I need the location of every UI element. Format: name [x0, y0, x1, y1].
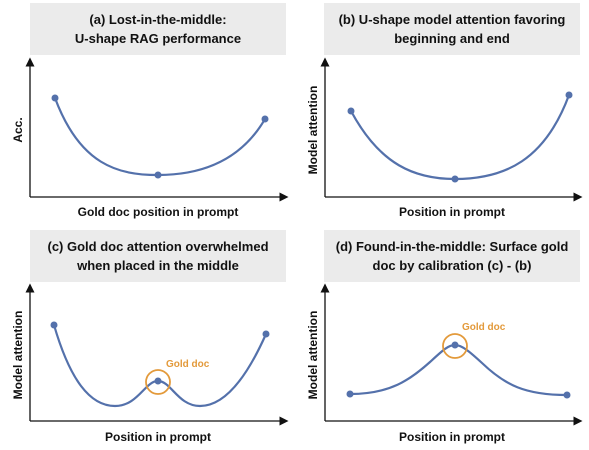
- panel-title: U-shape RAG performance: [75, 31, 241, 46]
- y-label: Model attention: [306, 311, 320, 400]
- title-box: [324, 3, 580, 55]
- y-label: Acc.: [11, 117, 25, 142]
- panel-b: (b) U-shape model attention favoring beg…: [306, 3, 583, 219]
- y-label: Model attention: [306, 86, 320, 175]
- point: [154, 171, 162, 179]
- panel-title: (d) Found-in-the-middle: Surface gold: [336, 239, 569, 254]
- curve: [350, 94, 571, 181]
- point: [261, 115, 269, 123]
- point: [347, 107, 355, 115]
- title-box: [324, 230, 580, 282]
- title-box: [30, 3, 286, 55]
- point: [451, 175, 459, 183]
- point: [154, 377, 162, 385]
- panel-title: (a) Lost-in-the-middle:: [89, 12, 226, 27]
- x-label: Gold doc position in prompt: [78, 205, 239, 219]
- highlight-ring: [145, 369, 171, 395]
- point: [51, 94, 59, 102]
- x-label: Position in prompt: [399, 430, 505, 444]
- point: [451, 341, 459, 349]
- point: [346, 390, 354, 398]
- point: [565, 91, 573, 99]
- point: [563, 391, 571, 399]
- y-label: Model attention: [11, 311, 25, 400]
- annotation: Gold doc: [166, 359, 210, 370]
- point: [262, 330, 270, 338]
- title-box: [30, 230, 286, 282]
- highlight-ring: [442, 333, 468, 359]
- panel-title: (c) Gold doc attention overwhelmed: [47, 239, 268, 254]
- panel-title: when placed in the middle: [76, 258, 239, 273]
- x-label: Position in prompt: [399, 205, 505, 219]
- panel-title: doc by calibration (c) - (b): [373, 258, 532, 273]
- panel-title: (b) U-shape model attention favoring: [339, 12, 566, 27]
- annotation: Gold doc: [462, 322, 506, 333]
- curve: [349, 343, 568, 397]
- curve: [53, 97, 266, 177]
- point: [50, 321, 58, 329]
- panel-a: (a) Lost-in-the-middle: U-shape RAG perf…: [11, 3, 289, 219]
- panel-title: beginning and end: [394, 31, 510, 46]
- panel-d: (d) Found-in-the-middle: Surface gold do…: [306, 230, 583, 444]
- x-label: Position in prompt: [105, 430, 211, 444]
- panel-c: (c) Gold doc attention overwhelmed when …: [11, 230, 289, 444]
